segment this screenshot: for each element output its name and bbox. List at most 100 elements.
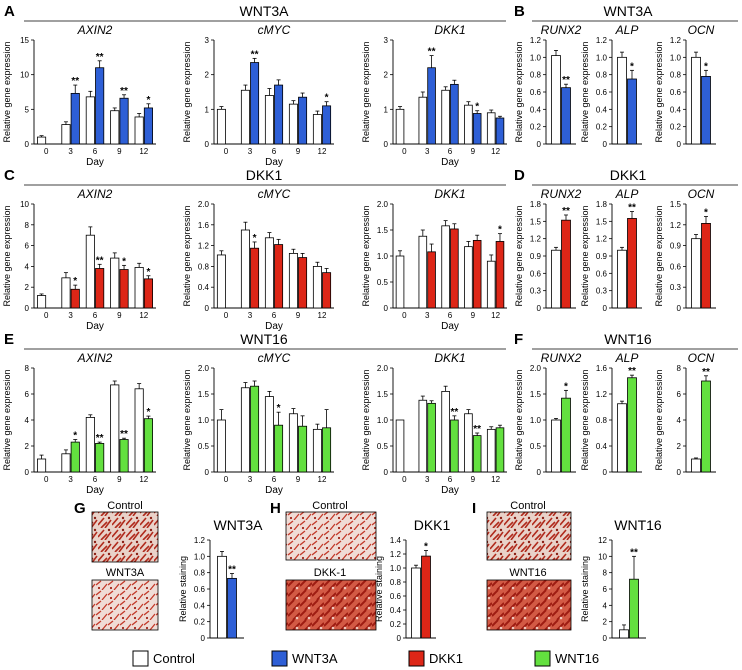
panel-c-axin2-x-tick-label-4: 12 xyxy=(139,311,148,320)
panel-a-axin2-x-tick-label-1: 3 xyxy=(68,147,73,156)
panel-b-ocn-y-tick-label: 0.8 xyxy=(670,71,682,80)
panel-e-axin2-significance-1: * xyxy=(73,431,77,442)
panel-i-wnt16-y-tick-label: 12 xyxy=(598,536,607,545)
panel-b-runx2-y-label: Relative gene expression xyxy=(514,41,524,142)
panel-d-runx2-significance-0: ** xyxy=(562,206,570,217)
panel-b-ocn-bar-wnt3a-0 xyxy=(701,76,711,145)
panel-e-cmyc-bar-control-2 xyxy=(264,396,274,473)
panel-c-axin2-x-tick-label-0: 0 xyxy=(44,311,49,320)
panel-c-axin2-x-tick-label-1: 3 xyxy=(68,311,73,320)
panel-a-dkk1-x-label: Day xyxy=(441,157,459,168)
panel-b-alp-y-tick-label: 0.8 xyxy=(596,71,608,80)
panel-g-title: WNT3A xyxy=(214,517,264,533)
panel-a-axin2-y-tick-label: 10 xyxy=(20,71,29,80)
panel-f-ocn-y-tick-label: 6 xyxy=(677,390,682,399)
panel-c-dkk1-x-label: Day xyxy=(441,321,459,332)
panel-f-ocn-y-tick-label: 0 xyxy=(677,468,682,477)
panel-c-axin2-significance-3: * xyxy=(122,256,126,267)
panel-e-dkk1-bar-control-0 xyxy=(395,419,405,473)
panel-c-cmyc-y-tick-label: 0.8 xyxy=(198,262,210,271)
panel-a-dkk1-bar-control-3 xyxy=(464,104,473,145)
panel-b-ocn-y-tick-label: 0.4 xyxy=(670,105,682,114)
panel-d-runx2-y-tick-label: 0.9 xyxy=(530,252,542,261)
panel-a-dkk1-significance-3: * xyxy=(475,102,479,113)
panel-h-title: DKK1 xyxy=(414,517,451,533)
panel-d-alp-y-tick-label: 1.2 xyxy=(596,235,608,244)
panel-c-axin2-y-tick-label: 2 xyxy=(25,283,30,292)
panel-c-dkk1-bar-control-3 xyxy=(464,246,473,309)
panel-e-cmyc-x-tick-label-3: 9 xyxy=(296,475,301,484)
panel-b-ocn-y-label: Relative gene expression xyxy=(654,41,664,142)
panel-i-bottom-label: WNT16 xyxy=(509,567,546,579)
panel-e-cmyc-bar-control-0 xyxy=(216,419,226,473)
panel-b-alp-y-tick-label: 0.4 xyxy=(596,105,608,114)
panel-e-axin2-x-tick-label-3: 9 xyxy=(117,475,122,484)
panel-e-axin2-x-tick-label-1: 3 xyxy=(68,475,73,484)
panel-e-dkk1-y-tick-label: 1.0 xyxy=(377,416,389,425)
panel-f-ocn-title: OCN xyxy=(688,351,715,365)
panel-i-wnt16-chart: Relative staining 0 2 4 6 8 10 12 ** xyxy=(580,536,646,643)
panel-c-cmyc-chart: cMYC Relative gene expression 0 0.4 0.8 1.2 1.… xyxy=(182,187,334,332)
panel-g-wnt3a-y-tick-label: 0.6 xyxy=(194,585,206,594)
panel-h-bottom-label: DKK-1 xyxy=(314,567,346,579)
panel-a-cmyc-bar-wnt3a-1 xyxy=(250,62,260,145)
panel-d-runx2-y-tick-label: 0.6 xyxy=(530,269,542,278)
panel-e-dkk1-x-tick-label-4: 12 xyxy=(491,475,500,484)
panel-h-dkk1-y-tick-label: 1.2 xyxy=(390,550,402,559)
panel-a-axin2-x-tick-label-4: 12 xyxy=(139,147,148,156)
panel-b-ocn-y-tick-label: 0 xyxy=(677,140,682,149)
panel-f-runx2-title: RUNX2 xyxy=(541,351,582,365)
panel-e-dkk1-x-label: Day xyxy=(441,485,459,496)
panel-e-cmyc-bar-control-1 xyxy=(240,387,250,473)
panel-i-top-label: Control xyxy=(510,500,545,512)
panel-c-cmyc-y-tick-label: 0.4 xyxy=(198,283,210,292)
panel-e-axin2-bar-wnt16-2 xyxy=(95,442,105,473)
panel-c-cmyc-title: cMYC xyxy=(258,187,291,201)
panel-f-alp-bar-control-0 xyxy=(617,403,627,473)
panel-d-ocn-y-tick-label: 1.2 xyxy=(670,221,682,230)
panel-b-alp-y-tick-label: 0 xyxy=(603,140,608,149)
panel-g-bottom-label: WNT3A xyxy=(106,567,145,579)
panel-h-dkk1-y-tick-label: 1.4 xyxy=(390,536,402,545)
panel-a-dkk1-bar-wnt3a-4 xyxy=(495,117,505,145)
panel-c-dkk1-bar-dkk1-4 xyxy=(495,241,505,309)
panel-letter-c: C xyxy=(4,167,15,184)
panel-c-dkk1-bar-dkk1-1 xyxy=(427,251,436,309)
panel-d-ocn-y-tick-label: 1.5 xyxy=(670,200,682,209)
panel-i-images: Control WNT16 WNT16 xyxy=(486,500,662,631)
panel-c-axin2-x-tick-label-2: 6 xyxy=(93,311,98,320)
panel-e-axin2-significance-4: * xyxy=(146,407,150,418)
panel-c-cmyc-bar-dkk1-2 xyxy=(274,244,284,309)
panel-c-cmyc-significance-1: * xyxy=(253,233,257,244)
panel-i-wnt16-y-tick-label: 4 xyxy=(603,601,608,610)
legend-label-wnt16: WNT16 xyxy=(555,651,599,666)
panel-d-alp-y-tick-label: 0.3 xyxy=(596,287,608,296)
panel-f-runx2-bar-wnt16-0 xyxy=(561,397,571,473)
panel-e-axin2-bar-control-2 xyxy=(85,416,95,473)
panel-e-dkk1-x-tick-label-2: 6 xyxy=(448,475,453,484)
panel-c-cmyc-bar-dkk1-3 xyxy=(298,257,308,309)
legend-swatch-wnt3a xyxy=(271,650,288,667)
panel-i-treated-image xyxy=(486,579,572,631)
panel-a-axin2-bar-wnt3a-2 xyxy=(95,67,105,145)
panel-a-dkk1-y-label: Relative gene expression xyxy=(361,41,371,142)
panel-letter-i: I xyxy=(472,500,476,517)
panel-c-axin2-significance-4: * xyxy=(146,267,150,278)
panel-c-axin2-x-label: Day xyxy=(86,321,104,332)
legend-label-wnt3a: WNT3A xyxy=(292,651,338,666)
panel-c-axin2-significance-2: ** xyxy=(96,255,104,266)
panel-h-dkk1-y-tick-label: 0.6 xyxy=(390,592,402,601)
panel-e-dkk1-bar-control-1 xyxy=(418,399,428,473)
panel-f-ocn-bar-wnt16-0 xyxy=(701,380,711,473)
panel-d-alp-significance-0: ** xyxy=(628,203,636,214)
panel-e-cmyc-y-tick-label: 1.0 xyxy=(198,416,210,425)
panel-d-ocn-y-label: Relative gene expression xyxy=(654,205,664,306)
panel-e-axin2-y-label: Relative gene expression xyxy=(2,369,12,470)
panel-a-dkk1-y-tick-label: 0 xyxy=(384,140,389,149)
panel-a-axin2-x-tick-label-0: 0 xyxy=(44,147,49,156)
panel-c-axin2-bar-control-2 xyxy=(85,234,95,309)
panel-e-cmyc-x-label: Day xyxy=(265,485,283,496)
row-title-e: WNT16 xyxy=(240,331,288,347)
panel-h-dkk1-significance-0: * xyxy=(424,542,428,553)
panel-f-runx2-y-label: Relative gene expression xyxy=(514,369,524,470)
